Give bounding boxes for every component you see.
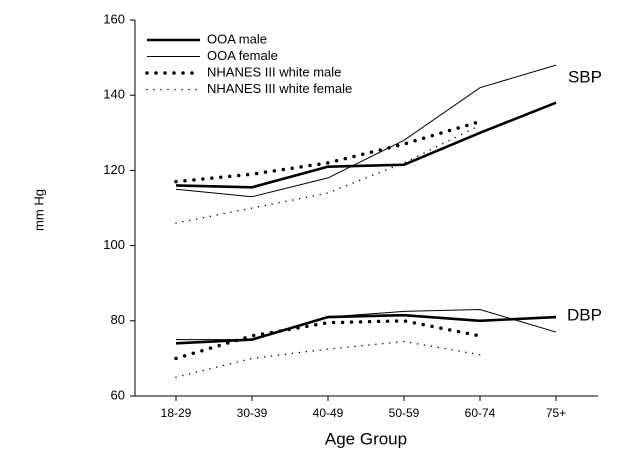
y-tick-label: 120 (103, 162, 125, 177)
y-tick-label: 140 (103, 87, 125, 102)
dbp-label: DBP (567, 305, 602, 324)
legend-label: OOA male (207, 31, 267, 46)
x-tick-label: 50-59 (389, 406, 420, 420)
y-tick-label: 60 (111, 387, 125, 402)
sbp-line (175, 101, 557, 189)
dbp-line (175, 340, 481, 378)
sbp-label: SBP (568, 67, 602, 86)
dbp-line (176, 309, 557, 341)
legend-label: NHANES III white female (207, 81, 352, 96)
x-tick-label: 18-29 (161, 406, 192, 420)
dbp-line (175, 313, 557, 345)
legend-label: OOA female (207, 48, 278, 63)
y-tick-label: 160 (103, 11, 125, 26)
dbp-line (174, 319, 482, 361)
x-tick-label: 60-74 (465, 406, 496, 420)
sbp-line (175, 124, 481, 224)
x-axis-label: Age Group (325, 429, 407, 448)
y-axis-label: mm Hg (31, 189, 46, 231)
y-tick-label: 80 (111, 312, 125, 327)
y-tick-label: 100 (103, 237, 125, 252)
x-tick-label: 40-49 (313, 406, 344, 420)
sbp-line (174, 119, 482, 184)
x-tick-label: 30-39 (237, 406, 268, 420)
sbp-line (175, 64, 557, 198)
x-tick-label: 75+ (546, 406, 566, 420)
legend-label: NHANES III white male (207, 64, 341, 79)
